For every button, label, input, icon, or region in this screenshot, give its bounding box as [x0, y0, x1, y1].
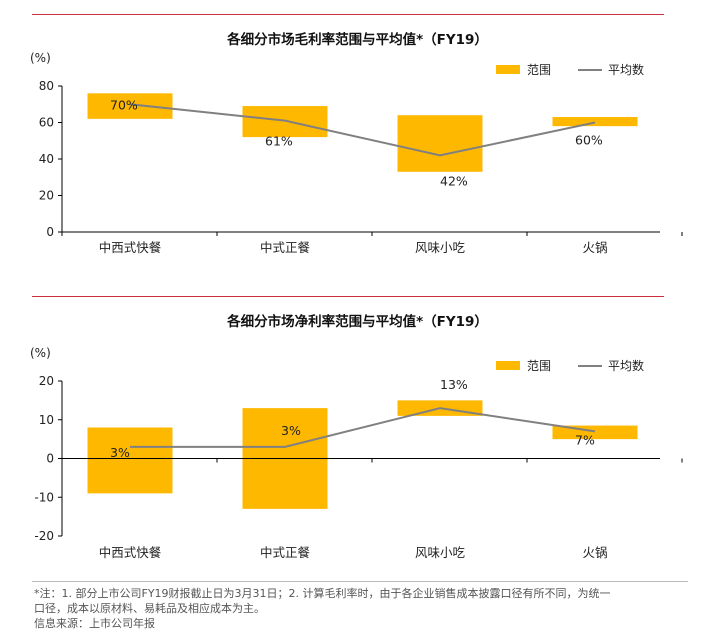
x-category-label: 火锅 — [582, 240, 607, 255]
y-tick-label: 0 — [46, 452, 54, 466]
legend-label-average: 平均数 — [608, 62, 644, 77]
y-tick-label: 20 — [39, 189, 54, 203]
y-tick-label: 80 — [39, 79, 54, 93]
data-label: 70% — [110, 97, 138, 112]
legend-swatch-range — [496, 361, 520, 370]
x-category-label: 风味小吃 — [415, 240, 466, 255]
range-bar — [552, 117, 638, 127]
footnote-note-line1: *注：1. 部分上市公司FY19财报截止日为3月31日；2. 计算毛利率时，由于… — [34, 587, 611, 600]
data-label: 3% — [110, 445, 130, 460]
net-margin-chart: (%) 范围 平均数 -20 -10 0 10 20 3% 3% 13% 7% 中西式快餐 中式正餐 风味小… — [30, 346, 683, 560]
x-category-label: 火锅 — [582, 545, 607, 560]
data-label: 13% — [440, 377, 468, 392]
range-bar — [397, 115, 483, 172]
legend-label-range: 范围 — [527, 63, 551, 77]
x-category-label: 中西式快餐 — [99, 240, 162, 255]
chart2-title: 各细分市场净利率范围与平均值*（FY19） — [227, 314, 488, 330]
range-bar — [87, 93, 173, 119]
y-axis-unit-label: (%) — [30, 346, 51, 360]
y-tick-label: -20 — [34, 529, 54, 543]
y-tick-label: 60 — [39, 116, 54, 130]
legend-label-average: 平均数 — [608, 358, 644, 373]
x-category-label: 风味小吃 — [415, 545, 466, 560]
gross-margin-chart: (%) 范围 平均数 0 20 40 60 80 70% 61% 42% 60% 中西式快餐 中式正餐 风味… — [30, 51, 683, 255]
y-tick-label: 10 — [39, 413, 54, 427]
footnote-rule — [32, 581, 688, 582]
x-category-label: 中式正餐 — [260, 545, 311, 560]
average-line — [129, 103, 596, 157]
data-label: 61% — [265, 134, 293, 149]
x-category-label: 中式正餐 — [260, 240, 311, 255]
x-category-label: 中西式快餐 — [99, 545, 162, 560]
y-tick-label: -10 — [34, 490, 54, 504]
data-label: 42% — [440, 173, 468, 188]
average-line — [130, 407, 596, 448]
chart2-top-rule — [32, 296, 664, 297]
y-tick-label: 20 — [39, 374, 54, 388]
legend-swatch-range — [496, 65, 520, 74]
y-axis-unit-label: (%) — [30, 51, 51, 65]
range-bar — [87, 427, 173, 494]
chart1-top-rule — [32, 14, 664, 15]
footnote-source: 信息来源：上市公司年报 — [34, 617, 155, 630]
footnote-note-line2: 口径，成本以原材料、易耗品及相应成本为主。 — [34, 602, 265, 615]
legend-label-range: 范围 — [527, 359, 551, 373]
data-label: 3% — [281, 423, 301, 438]
chart1-title: 各细分市场毛利率范围与平均值*（FY19） — [227, 32, 488, 48]
y-tick-label: 0 — [46, 225, 54, 239]
data-label: 7% — [575, 432, 595, 447]
data-label: 60% — [575, 133, 603, 148]
footnote: *注：1. 部分上市公司FY19财报截止日为3月31日；2. 计算毛利率时，由于… — [34, 586, 684, 631]
y-tick-label: 40 — [39, 152, 54, 166]
